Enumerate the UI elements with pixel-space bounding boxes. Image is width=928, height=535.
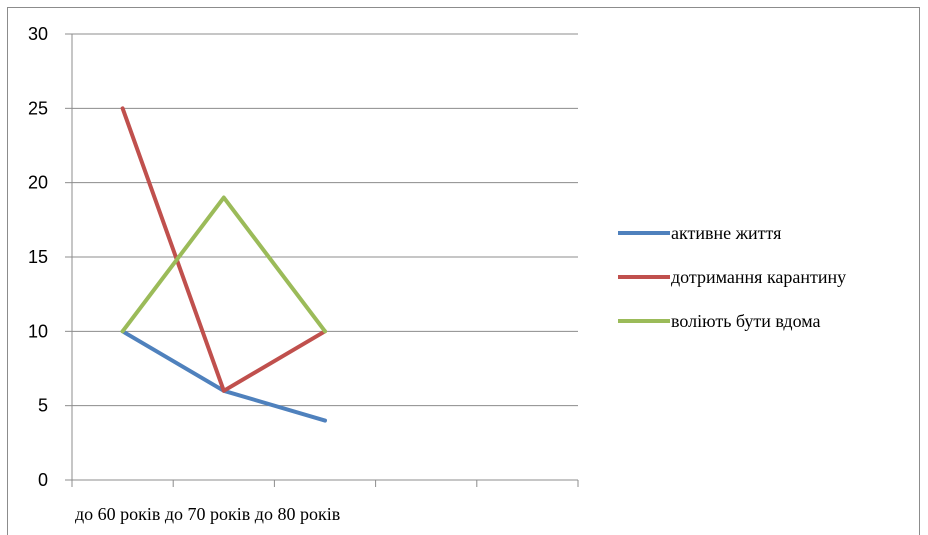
y-tick-label: 0 xyxy=(38,470,48,490)
gridlines xyxy=(72,33,578,407)
chart-frame xyxy=(7,7,920,535)
series-lines xyxy=(120,106,327,423)
x-axis-tick-labels: до 60 років до 70 років до 80 років xyxy=(75,504,340,524)
series-line-3 xyxy=(120,195,327,334)
y-axis-ticks: 0 5 10 15 20 25 30 xyxy=(28,24,72,490)
legend-label-2: дотримання карантину xyxy=(671,267,846,287)
legend: активне життя дотримання карантину волiють… xyxy=(618,223,846,331)
y-tick-label: 15 xyxy=(28,247,48,267)
y-tick-label: 20 xyxy=(28,173,48,193)
legend-label-1: активне життя xyxy=(671,223,781,243)
series-line-2 xyxy=(120,106,327,393)
legend-label-3: волiють бути вдома xyxy=(671,311,821,331)
y-tick-label: 25 xyxy=(28,98,48,118)
y-tick-label: 5 xyxy=(38,396,48,416)
series-line-1 xyxy=(120,329,327,423)
y-tick-label: 30 xyxy=(28,24,48,44)
y-tick-label: 10 xyxy=(28,321,48,341)
